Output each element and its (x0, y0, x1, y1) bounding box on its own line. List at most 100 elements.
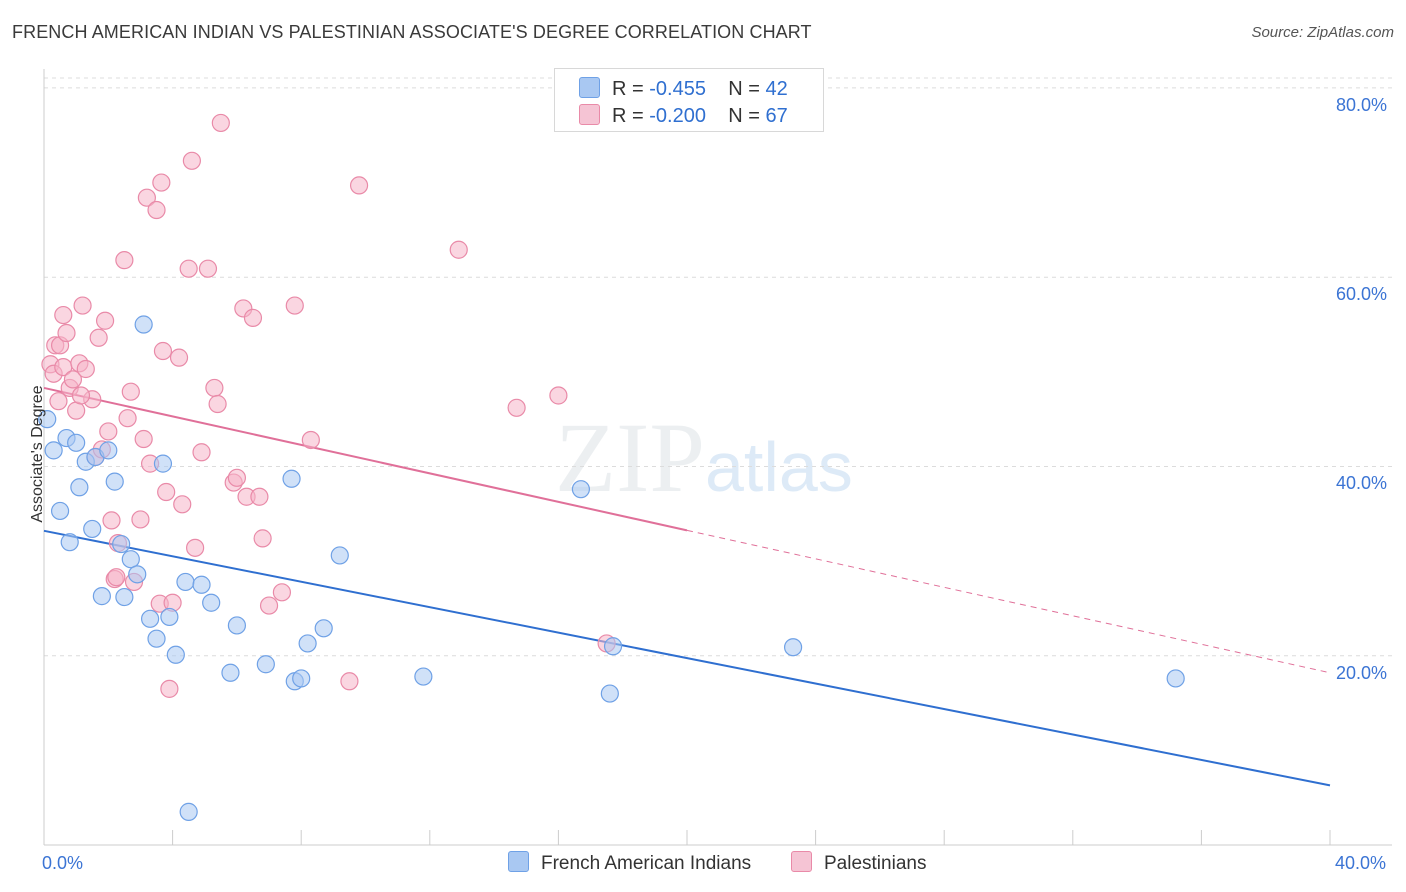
point-french-american-indians (92, 587, 111, 606)
point-french-american-indians (179, 802, 198, 821)
point-french-american-indians (121, 550, 140, 569)
point-palestinians (205, 378, 224, 398)
point-palestinians (115, 251, 134, 270)
legend-item-palestinians: Palestinians (791, 851, 926, 875)
point-french-american-indians (140, 609, 160, 628)
r-label: R = (612, 105, 644, 127)
point-palestinians (243, 308, 263, 327)
y-tick-label: 20.0% (1336, 662, 1388, 683)
point-palestinians (208, 394, 227, 414)
point-palestinians (121, 382, 140, 401)
point-palestinians (549, 386, 568, 405)
point-french-american-indians (314, 619, 333, 638)
point-french-american-indians (202, 593, 221, 612)
point-french-american-indians (115, 587, 134, 607)
point-palestinians (179, 259, 198, 278)
point-french-american-indians (44, 441, 63, 460)
trend-lines (43, 386, 1331, 787)
point-french-american-indians (256, 655, 275, 674)
point-palestinians (134, 429, 153, 449)
y-axis-label: Associate's Degree (29, 385, 46, 523)
point-palestinians (153, 341, 173, 361)
point-palestinians (198, 259, 218, 278)
point-palestinians (340, 672, 359, 691)
legend-swatch-blue (508, 851, 529, 872)
point-french-american-indians (227, 616, 246, 635)
source-label: Source: ZipAtlas.com (1251, 24, 1394, 41)
x-tick-label-max: 40.0% (1335, 853, 1387, 873)
point-french-american-indians (112, 534, 131, 554)
point-palestinians (449, 240, 468, 259)
data-points (38, 113, 1185, 821)
y-tick-label: 60.0% (1336, 284, 1388, 305)
point-palestinians (63, 370, 83, 389)
point-palestinians (253, 529, 272, 548)
point-palestinians (99, 422, 118, 441)
point-french-american-indians (153, 454, 173, 473)
point-palestinians (147, 200, 166, 220)
point-palestinians (349, 176, 369, 195)
n-value: 67 (765, 105, 788, 127)
point-palestinians (169, 348, 189, 367)
point-french-american-indians (783, 638, 803, 657)
point-french-american-indians (38, 410, 57, 429)
point-palestinians (118, 409, 137, 428)
point-palestinians (507, 398, 526, 417)
point-palestinians (285, 296, 304, 315)
trend-line-french-american-indians (43, 529, 1331, 787)
point-palestinians (227, 468, 246, 487)
legend-label: Palestinians (824, 853, 927, 874)
y-tick-label: 40.0% (1336, 473, 1388, 494)
watermark-atlas: atlas (705, 428, 853, 506)
legend-swatch-pink (791, 851, 812, 872)
point-french-american-indians (166, 645, 185, 664)
n-label: N = (728, 78, 760, 100)
point-french-american-indians (134, 315, 153, 334)
trend-line-extension-palestinians (686, 529, 1331, 674)
point-french-american-indians (50, 501, 70, 521)
stats-legend-row-french-american-indians: R = -0.455 N = 42 (579, 77, 788, 101)
point-palestinians (186, 538, 205, 557)
point-palestinians (102, 511, 121, 530)
point-palestinians (192, 443, 211, 462)
point-palestinians (131, 510, 150, 529)
point-french-american-indians (603, 637, 623, 656)
point-palestinians (250, 487, 269, 506)
point-french-american-indians (600, 684, 619, 703)
axes (43, 69, 1392, 846)
point-palestinians (301, 430, 320, 450)
point-palestinians (73, 296, 92, 315)
point-palestinians (259, 596, 279, 615)
point-french-american-indians (105, 472, 124, 491)
r-label: R = (612, 78, 644, 100)
point-palestinians (95, 311, 115, 330)
legend-swatch-blue (579, 77, 600, 98)
chart-title: FRENCH AMERICAN INDIAN VS PALESTINIAN AS… (12, 22, 812, 42)
stats-legend: R = -0.455 N = 42 R = -0.200 N = 67 (554, 68, 824, 132)
legend-item-french-american-indians: French American Indians (508, 851, 751, 875)
point-french-american-indians (147, 629, 166, 648)
point-palestinians (157, 482, 176, 502)
point-french-american-indians (221, 663, 240, 682)
point-palestinians (107, 568, 126, 587)
point-french-american-indians (70, 478, 89, 497)
point-palestinians (54, 305, 73, 325)
point-french-american-indians (282, 469, 301, 488)
point-palestinians (49, 392, 68, 411)
x-tick-label-min: 0.0% (42, 853, 84, 873)
point-palestinians (89, 328, 108, 347)
grid-lines (44, 77, 1392, 657)
point-french-american-indians (1166, 669, 1185, 688)
point-palestinians (57, 323, 76, 343)
point-palestinians (137, 188, 156, 207)
point-french-american-indians (99, 441, 118, 460)
point-french-american-indians (414, 667, 433, 686)
point-french-american-indians (571, 480, 591, 499)
point-french-american-indians (330, 546, 349, 565)
point-palestinians (272, 583, 292, 602)
point-palestinians (71, 386, 91, 405)
y-tick-label: 80.0% (1336, 94, 1388, 115)
point-palestinians (211, 113, 230, 133)
r-value: -0.200 (649, 105, 706, 127)
